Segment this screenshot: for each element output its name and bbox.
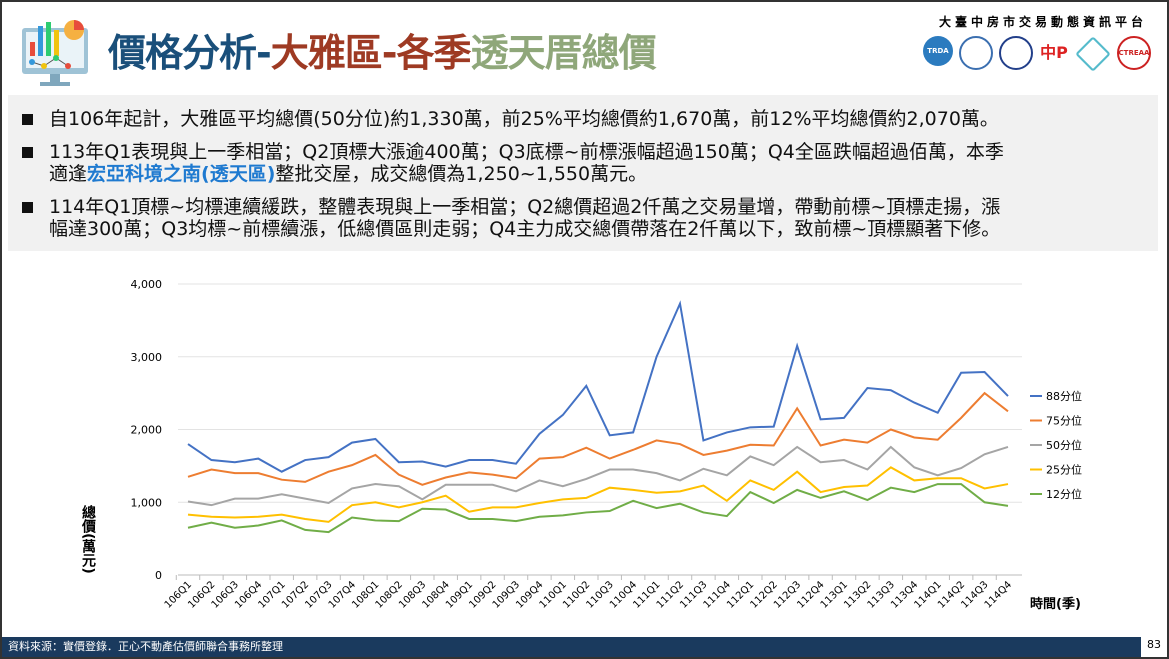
association-logo [959,36,993,70]
zhong-logo: 中P [1040,43,1068,62]
organization-name: 大臺中房市交易動態資訊平台 [938,15,1147,29]
legend-label: 50分位 [1046,438,1082,452]
footer-bar: 資料來源：實價登錄．正心不動產估價師聯合事務所整理 [2,637,1167,657]
y-axis-label: 總價(萬元) [80,504,97,573]
series-line-75分位 [187,391,1009,486]
legend-label: 25分位 [1046,463,1082,477]
price-line-chart: 01,0002,0003,0004,000106Q1106Q2106Q3106Q… [80,278,1082,612]
summary-box [8,95,1158,251]
series-line-88分位 [187,300,1009,473]
series-line-12分位 [187,483,1009,534]
project-highlight: 宏亞科境之南(透天區) [87,163,276,185]
legend-label: 75分位 [1046,414,1082,428]
x-axis-label: 時間(季) [1030,596,1081,612]
dashboard-monitor-icon [22,20,88,86]
y-tick-label: 4,000 [131,278,163,291]
ctreaa-logo: CTREAA [1117,36,1151,70]
y-tick-label: 0 [155,569,162,582]
y-tick-label: 1,000 [131,496,163,509]
partner-logos: TRDA 中P CTREAA [923,36,1151,72]
page-title: 價格分析-大雅區-各季透天厝總價 [108,31,657,75]
bullet-1: 自106年起計，大雅區平均總價(50分位)約1,330萬，前25%平均總價約1,… [22,108,999,130]
bullet-2: 113年Q1表現與上一季相當；Q2頂標大漲逾400萬；Q3底標~前標漲幅超過15… [22,141,1004,185]
legend-label: 88分位 [1046,389,1082,403]
legend-label: 12分位 [1046,487,1082,501]
series-line-50分位 [187,445,1009,507]
hex-logo [1075,36,1111,72]
series-line-25分位 [187,466,1009,523]
school-logo [999,36,1033,70]
trda-logo: TRDA [923,36,953,66]
y-tick-label: 3,000 [131,351,163,364]
page-number: 83 [1141,633,1167,657]
bullet-3: 114年Q1頂標~均標連續緩跌，整體表現與上一季相當；Q2總價超過2仟萬之交易量… [22,196,1000,240]
y-tick-label: 2,000 [131,424,163,437]
